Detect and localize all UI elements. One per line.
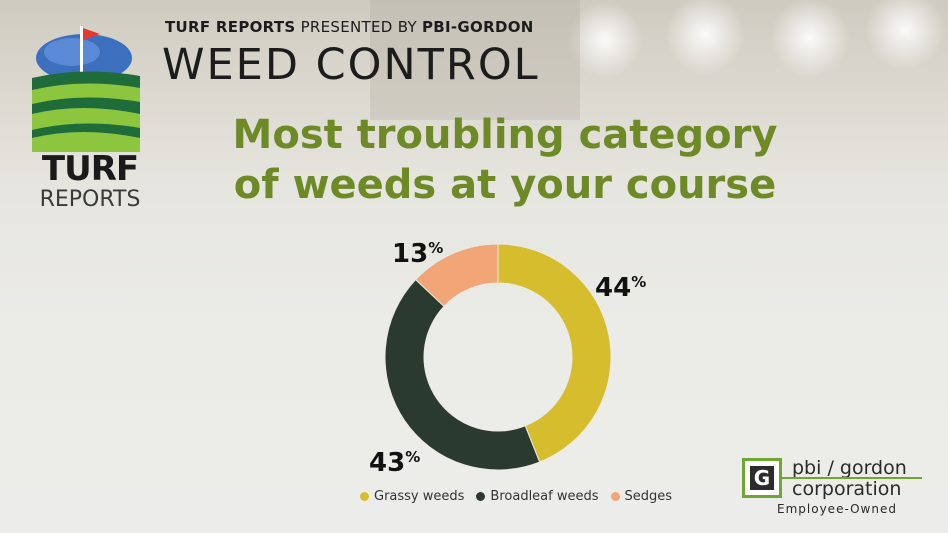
header-title: WEED CONTROL <box>162 40 540 90</box>
chart-title-line1: Most troubling category <box>232 112 778 158</box>
header-subtitle: TURF REPORTS PRESENTED BY PBI-GORDON <box>165 18 534 36</box>
legend-swatch <box>360 492 369 501</box>
chart-title-line2: of weeds at your course <box>233 162 777 208</box>
chart-title: Most troubling category of weeds at your… <box>200 110 810 210</box>
legend-item-broadleaf-weeds: Broadleaf weeds <box>476 489 599 504</box>
pbi-tagline: Employee-Owned <box>777 502 897 516</box>
data-label-grassy-weeds: 44% <box>595 273 646 303</box>
pbi-logo-line2: corporation <box>792 478 902 500</box>
header-presented-by: PRESENTED BY <box>295 18 422 36</box>
turf-reports-logo-icon <box>32 26 140 152</box>
legend-swatch <box>610 492 620 501</box>
legend-item-grassy-weeds: Grassy weeds <box>360 489 464 504</box>
pbi-logo-line1: pbi / gordon <box>792 457 907 479</box>
chart-legend: Grassy weeds Broadleaf weeds Sedges <box>360 489 684 504</box>
data-label-sedges: 13% <box>392 239 443 269</box>
donut-slice-sedges <box>414 243 499 308</box>
legend-item-sedges: Sedges <box>610 489 673 504</box>
donut-slice-broadleaf-weeds <box>384 278 541 471</box>
pbi-gordon-logo-icon: G <box>742 458 782 498</box>
data-label-broadleaf-weeds: 43% <box>369 448 420 478</box>
legend-swatch <box>476 492 486 501</box>
logo-text-turf: TURF <box>41 149 139 189</box>
donut-slice-grassy-weeds <box>497 243 612 463</box>
header-sponsor: PBI-GORDON <box>422 18 534 36</box>
header-brand: TURF REPORTS <box>165 18 296 36</box>
pbi-logo-letter: G <box>750 466 774 490</box>
logo-text-reports: REPORTS <box>39 187 141 212</box>
legend-label: Sedges <box>624 489 673 504</box>
pbi-logo-divider <box>782 477 922 479</box>
legend-label: Grassy weeds <box>374 489 465 504</box>
legend-label: Broadleaf weeds <box>490 489 599 504</box>
